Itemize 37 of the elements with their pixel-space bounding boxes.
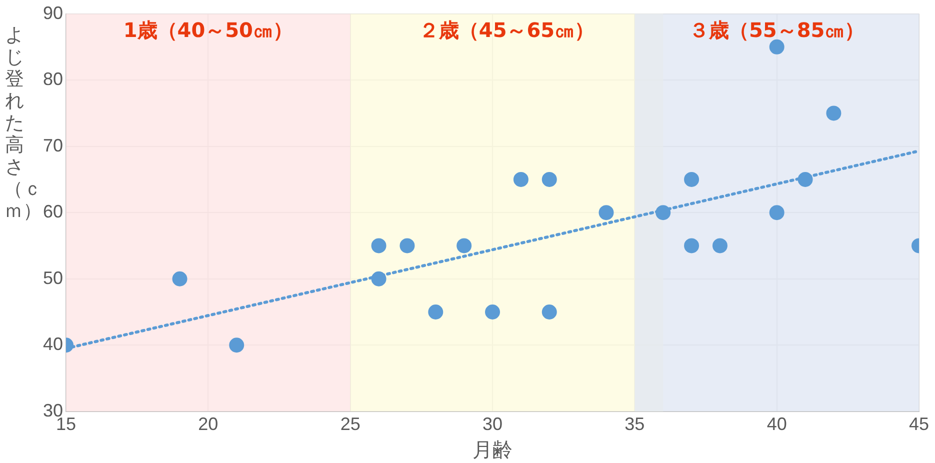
x-tick-label: 30 [482, 414, 503, 434]
point [712, 238, 728, 254]
y-tick-label: 80 [42, 69, 64, 90]
point [684, 172, 700, 187]
point [456, 238, 472, 254]
x-axis-title: 月齢 [472, 440, 513, 462]
point [769, 205, 784, 220]
point [371, 271, 386, 286]
y-tick-label: 50 [42, 268, 64, 288]
y-tick-label: 60 [42, 202, 64, 222]
y-tick-label: 70 [42, 135, 64, 156]
point [598, 205, 614, 220]
y-tick-label: 90 [42, 2, 64, 23]
point [513, 172, 528, 187]
y-tick-label: 40 [42, 334, 64, 354]
x-tick-label: 25 [340, 414, 360, 434]
band-label: ２歳（45～65㎝） [418, 18, 595, 42]
x-tick-label: 20 [198, 414, 218, 434]
point [798, 172, 813, 187]
point [826, 106, 842, 121]
x-tick-label: 35 [624, 414, 645, 434]
point [371, 238, 386, 254]
point [400, 238, 415, 254]
point [428, 304, 444, 320]
band-label: ３歳（55～85㎝） [689, 18, 865, 42]
point [684, 238, 700, 254]
text: よじ登れた高さ（ｃｍ） [4, 24, 42, 222]
x-tick-label: 40 [766, 414, 787, 434]
point [229, 338, 244, 353]
point [656, 205, 671, 220]
point [542, 304, 557, 320]
point [542, 172, 557, 187]
x-tick-label: 45 [908, 414, 930, 434]
band-label: 1歳（40～50㎝） [123, 18, 293, 42]
point [485, 304, 500, 320]
point [769, 39, 784, 54]
point [172, 271, 188, 286]
